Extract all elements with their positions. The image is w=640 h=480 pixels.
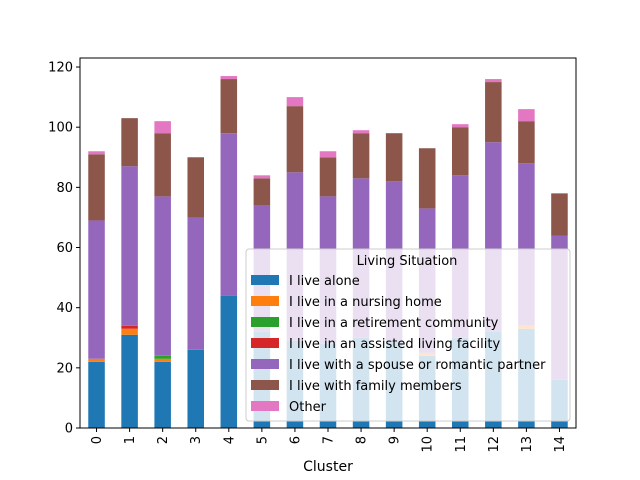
bar-cluster-9-series-5 bbox=[385, 133, 403, 182]
x-axis-label: Cluster bbox=[303, 459, 353, 475]
x-tick-label: 13 bbox=[520, 436, 535, 453]
legend-label: I live with family members bbox=[289, 379, 462, 394]
bar-cluster-1-series-5 bbox=[121, 118, 138, 167]
legend-swatch bbox=[251, 317, 279, 327]
x-tick-label: 9 bbox=[388, 436, 403, 444]
bar-cluster-1-series-3 bbox=[121, 325, 138, 329]
bar-cluster-11-series-6 bbox=[452, 124, 469, 128]
bar-cluster-14-series-5 bbox=[551, 193, 568, 236]
bar-cluster-1-series-4 bbox=[121, 166, 138, 326]
legend-box bbox=[245, 248, 571, 422]
bar-cluster-4-series-0 bbox=[220, 295, 238, 428]
bar-cluster-1-series-0 bbox=[121, 334, 138, 428]
bar-cluster-7-series-6 bbox=[319, 151, 337, 158]
bar-cluster-5-series-6 bbox=[253, 175, 271, 179]
bar-cluster-0-series-5 bbox=[88, 154, 105, 221]
y-tick-label: 80 bbox=[56, 181, 73, 196]
x-tick-label: 6 bbox=[288, 436, 303, 444]
bar-cluster-3-series-4 bbox=[187, 217, 204, 350]
legend-swatch bbox=[251, 338, 279, 348]
legend-swatch bbox=[251, 401, 279, 411]
bar-cluster-13-series-6 bbox=[518, 109, 535, 122]
legend-label: I live in a nursing home bbox=[289, 295, 442, 310]
x-tick-label: 3 bbox=[189, 436, 204, 444]
y-tick-label: 20 bbox=[56, 361, 73, 376]
x-tick-label: 12 bbox=[487, 436, 502, 453]
bar-cluster-6-series-6 bbox=[286, 97, 304, 107]
x-tick-label: 11 bbox=[454, 436, 469, 453]
legend-label: I live with a spouse or romantic partner bbox=[289, 358, 546, 373]
bar-cluster-2-series-0 bbox=[154, 361, 171, 428]
x-tick-label: 14 bbox=[553, 436, 568, 453]
bar-cluster-4-series-6 bbox=[220, 76, 238, 80]
bar-cluster-12-series-6 bbox=[485, 79, 502, 83]
bar-cluster-2-series-1 bbox=[154, 358, 171, 362]
bar-cluster-13-series-5 bbox=[518, 121, 535, 164]
legend-label: I live alone bbox=[289, 274, 360, 289]
bar-cluster-2-series-5 bbox=[154, 133, 171, 197]
bar-cluster-10-series-5 bbox=[418, 148, 436, 209]
legend-label: I live in an assisted living facility bbox=[289, 337, 500, 352]
legend-items: I live alone I live in a nursing home I li… bbox=[251, 274, 546, 415]
x-tick-label: 0 bbox=[90, 436, 105, 444]
legend-label: I live in a retirement community bbox=[289, 316, 499, 331]
legend-swatch bbox=[251, 296, 279, 306]
legend: Living Situation I live alone I live in a… bbox=[245, 248, 571, 422]
y-tick-label: 100 bbox=[48, 121, 73, 136]
bar-cluster-11-series-5 bbox=[452, 127, 469, 176]
bar-cluster-1-series-1 bbox=[121, 328, 138, 335]
x-tick-label: 8 bbox=[355, 436, 370, 444]
x-tick-label: 5 bbox=[255, 436, 270, 444]
y-tick-label: 0 bbox=[65, 422, 73, 437]
legend-swatch bbox=[251, 380, 279, 390]
bar-cluster-12-series-5 bbox=[485, 82, 502, 143]
x-tick-label: 2 bbox=[156, 436, 171, 444]
bar-cluster-5-series-5 bbox=[253, 178, 271, 206]
bar-cluster-6-series-5 bbox=[286, 106, 304, 173]
legend-title: Living Situation bbox=[357, 254, 458, 269]
bar-cluster-3-series-0 bbox=[187, 349, 204, 428]
legend-swatch bbox=[251, 275, 279, 285]
bar-cluster-8-series-6 bbox=[352, 130, 370, 134]
bar-cluster-0-series-4 bbox=[88, 220, 105, 359]
x-axis: 0 1 2 3 4 5 6 7 8 9 10 11 12 13 14 bbox=[90, 428, 568, 453]
bar-cluster-2-series-6 bbox=[154, 121, 171, 134]
bar-cluster-3-series-5 bbox=[187, 157, 204, 218]
y-tick-label: 60 bbox=[56, 241, 73, 256]
y-tick-label: 120 bbox=[48, 61, 73, 76]
x-tick-label: 4 bbox=[222, 436, 237, 444]
legend-label: Other bbox=[289, 400, 327, 415]
bar-cluster-2-series-4 bbox=[154, 196, 171, 356]
bar-cluster-0-series-6 bbox=[88, 151, 105, 155]
bar-cluster-2-series-2 bbox=[154, 355, 171, 359]
x-tick-label: 10 bbox=[421, 436, 436, 453]
bar-cluster-0-series-0 bbox=[88, 361, 105, 428]
bar-cluster-7-series-5 bbox=[319, 157, 337, 197]
bar-cluster-8-series-5 bbox=[352, 133, 370, 179]
y-axis: 0 20 40 60 80 100 120 bbox=[48, 61, 80, 437]
bar-cluster-0-series-1 bbox=[88, 358, 105, 362]
y-tick-label: 40 bbox=[56, 301, 73, 316]
bar-cluster-4-series-5 bbox=[220, 79, 238, 134]
x-tick-label: 1 bbox=[123, 436, 138, 444]
legend-swatch bbox=[251, 359, 279, 369]
bar-cluster-4-series-4 bbox=[220, 133, 238, 296]
x-tick-label: 7 bbox=[322, 436, 337, 444]
